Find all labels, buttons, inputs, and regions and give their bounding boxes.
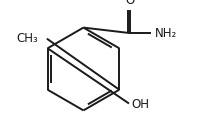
Text: OH: OH [132,98,150,111]
Text: NH₂: NH₂ [155,27,177,40]
Text: CH₃: CH₃ [16,32,38,45]
Text: O: O [126,0,135,7]
